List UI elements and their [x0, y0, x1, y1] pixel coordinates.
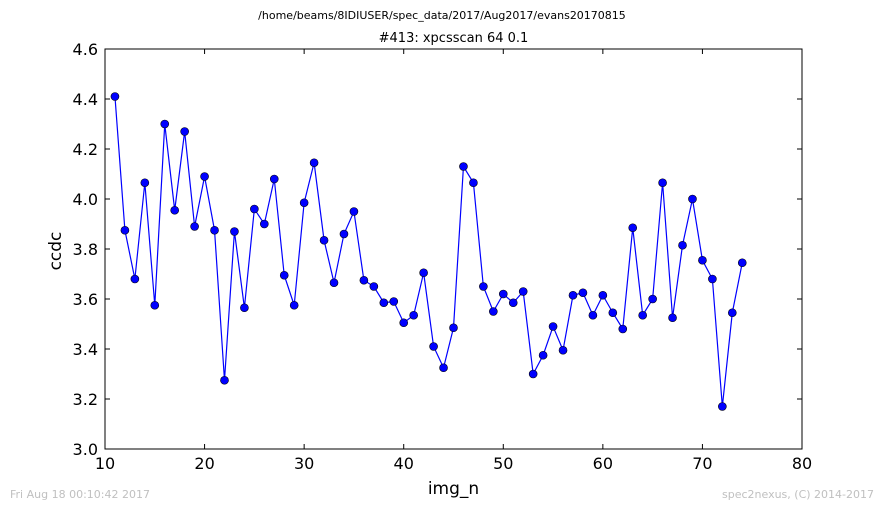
data-point	[429, 342, 438, 351]
data-point	[578, 288, 588, 298]
figure-suptitle: /home/beams/8IDIUSER/spec_data/2017/Aug2…	[258, 9, 626, 22]
data-point	[349, 207, 359, 216]
data-point	[250, 204, 259, 214]
data-point	[220, 375, 229, 385]
data-point	[120, 225, 130, 235]
data-point	[688, 194, 697, 204]
data-point	[469, 178, 478, 188]
data-point	[598, 290, 608, 300]
data-point	[618, 324, 628, 334]
data-point	[708, 274, 717, 284]
data-point	[140, 178, 150, 188]
data-point	[528, 369, 538, 379]
data-point	[309, 158, 319, 168]
data-point	[638, 310, 647, 320]
data-point	[369, 282, 379, 291]
axes-layer: 10 20 30 40 50 60 70 80 3.0 3.2 3.4 3.6 3.8 4.0 4.2 4.4…	[73, 40, 813, 473]
data-point	[658, 178, 667, 188]
data-point	[289, 300, 299, 310]
y-tick-label: 4.6	[73, 40, 98, 59]
data-point	[588, 310, 598, 320]
data-point	[737, 258, 747, 268]
data-point	[339, 229, 349, 239]
data-point	[668, 313, 677, 323]
data-point	[170, 205, 179, 215]
copyright-footer: spec2nexus, (C) 2014-2017	[722, 488, 874, 501]
y-tick-label: 3.6	[73, 290, 98, 309]
data-point	[379, 298, 389, 308]
data-point	[399, 318, 409, 328]
data-point	[608, 308, 618, 318]
data-point	[299, 198, 309, 208]
y-tick-label: 4.0	[73, 190, 98, 209]
y-tick-label: 3.2	[73, 390, 98, 409]
x-tick-label: 20	[194, 454, 214, 473]
x-tick-label: 70	[692, 454, 712, 473]
data-point	[498, 289, 508, 299]
data-point	[718, 402, 727, 411]
data-point	[260, 219, 269, 229]
y-tick-label: 3.8	[73, 240, 98, 259]
data-point	[240, 303, 249, 313]
data-point	[389, 297, 399, 306]
data-point	[698, 255, 707, 265]
data-point	[518, 287, 528, 296]
data-point	[319, 235, 329, 245]
data-point	[538, 350, 548, 360]
y-tick-label: 3.0	[73, 440, 98, 459]
x-tick-label: 10	[95, 454, 115, 473]
data-point	[439, 363, 448, 373]
data-point	[150, 300, 160, 310]
data-point	[648, 294, 657, 304]
data-point	[269, 174, 279, 184]
data-point	[359, 275, 369, 285]
x-tick-label: 60	[593, 454, 613, 473]
data-point	[110, 92, 120, 101]
data-point	[190, 222, 199, 231]
data-point	[489, 307, 498, 316]
data-point	[210, 225, 219, 235]
data-point	[279, 270, 289, 280]
data-point	[230, 227, 239, 236]
data-point	[727, 308, 737, 318]
data-point	[409, 310, 418, 320]
data-point	[558, 345, 568, 355]
x-tick-label: 30	[294, 454, 314, 473]
data-point	[180, 127, 189, 136]
plot-frame	[104, 48, 803, 450]
data-point	[449, 323, 458, 333]
data-point	[459, 162, 468, 171]
x-axis-label: img_n	[427, 479, 480, 499]
x-tick-label: 50	[493, 454, 513, 473]
data-point	[200, 172, 209, 181]
data-point	[548, 322, 558, 331]
series-line	[114, 96, 743, 407]
x-tick-label: 40	[394, 454, 414, 473]
data-point	[130, 274, 140, 284]
data-point	[508, 298, 518, 308]
data-point	[678, 240, 687, 250]
data-point	[329, 278, 339, 288]
chart-title: #413: xpcsscan 64 0.1	[378, 31, 529, 46]
data-point	[479, 282, 488, 291]
x-tick-label: 80	[792, 454, 812, 473]
y-tick-label: 4.2	[73, 140, 98, 159]
data-point	[568, 290, 578, 300]
timestamp-footer: Fri Aug 18 00:10:42 2017	[10, 488, 150, 501]
y-tick-label: 3.4	[73, 340, 98, 359]
y-tick-label: 4.4	[73, 90, 98, 109]
series-layer	[110, 92, 747, 411]
data-point	[160, 119, 170, 129]
data-point	[419, 268, 428, 278]
data-point	[628, 223, 638, 233]
